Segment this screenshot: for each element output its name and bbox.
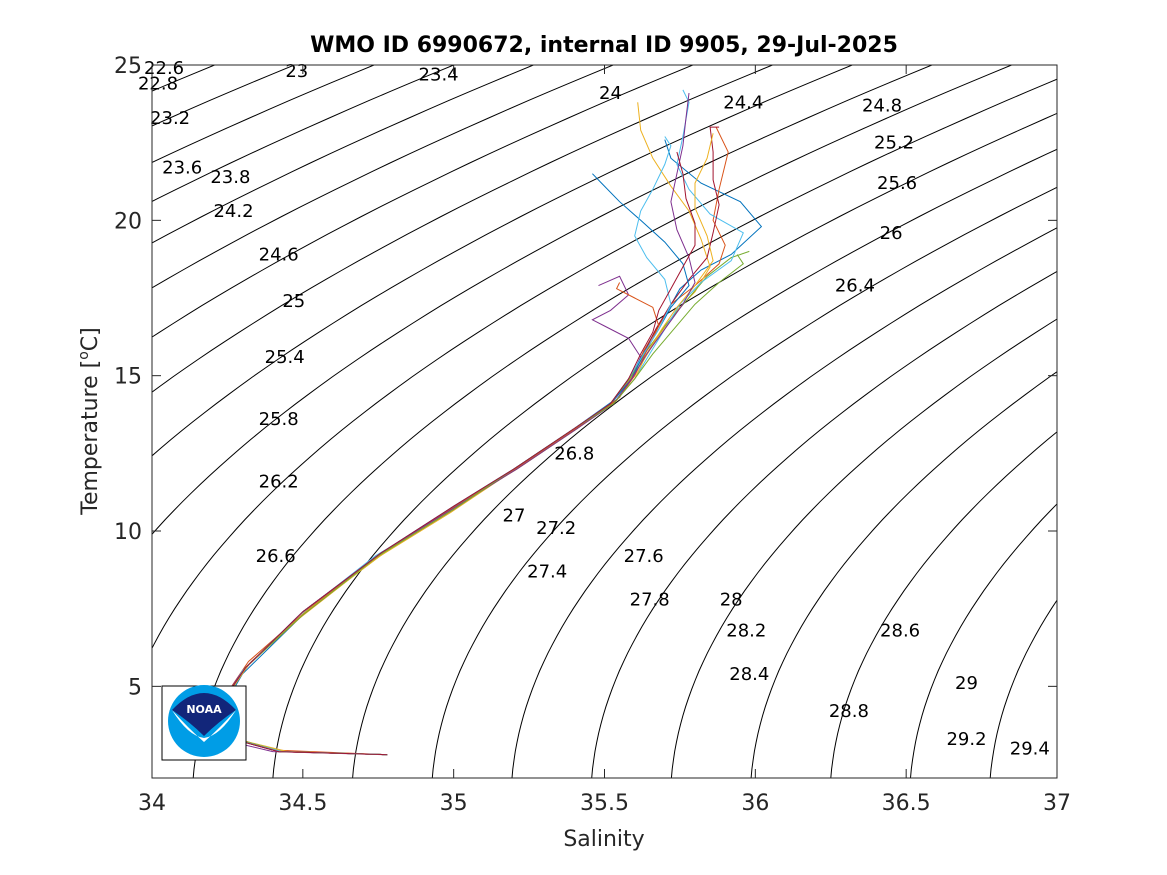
y-tick-label: 25: [114, 54, 142, 79]
density-contour-label: 28.2: [726, 620, 766, 641]
density-contour-line: [511, 227, 1057, 778]
density-contour-label: 29: [955, 673, 978, 694]
chart-title: WMO ID 6990672, internal ID 9905, 29-Jul…: [310, 33, 898, 58]
density-contour-label: 26: [880, 223, 903, 244]
profile-line: [220, 151, 696, 756]
density-contour-line: [152, 65, 454, 202]
density-contour-label: 28.4: [729, 664, 769, 685]
x-axis-label: Salinity: [563, 827, 644, 852]
profile-line: [217, 126, 729, 756]
density-contour-label: 25.4: [265, 347, 305, 368]
density-contour-label: 23.6: [162, 158, 202, 179]
density-contour-label: 23.4: [419, 64, 459, 85]
y-tick-label: 10: [114, 520, 142, 545]
profile-line: [217, 126, 720, 756]
profile-line: [220, 89, 744, 756]
density-contour-label: 26.4: [835, 276, 875, 297]
profile-line: [223, 133, 714, 756]
density-contour-line: [431, 186, 1057, 778]
x-tick-label: 36: [741, 791, 769, 816]
density-contour-label: 28.8: [829, 701, 869, 722]
y-tick-label: 5: [128, 675, 142, 700]
y-axis-ticks: 5 10 15 20 25: [114, 54, 1057, 700]
x-tick-label: 34.5: [278, 791, 327, 816]
density-contour-label: 26.6: [256, 546, 296, 567]
density-contour-line: [272, 112, 1057, 778]
density-contour-label: 24.6: [259, 245, 299, 266]
density-contour-line: [152, 65, 1012, 650]
density-contour-label: 22.8: [138, 74, 178, 95]
density-contour-line: [152, 65, 933, 535]
density-contour-line: [0, 65, 55, 778]
density-contour-label: 24: [599, 83, 622, 104]
x-tick-label: 34: [138, 791, 166, 816]
density-contour-label: 24.2: [213, 201, 253, 222]
density-contour-line: [910, 503, 1057, 778]
density-contour-line: [1070, 65, 1167, 778]
density-contour-label: 28: [720, 589, 743, 610]
density-contour-label: 29.2: [946, 729, 986, 750]
density-contour-label: 29.4: [1010, 739, 1050, 760]
density-contour-label: 23: [285, 61, 308, 82]
density-contour-label: 27.4: [527, 561, 567, 582]
density-contour-line: [152, 65, 853, 457]
density-contour-label: 27.6: [624, 546, 664, 567]
density-contour-line: [152, 65, 693, 338]
density-contour-line: [750, 371, 1057, 778]
x-tick-label: 35: [440, 791, 468, 816]
y-tick-label: 20: [114, 209, 142, 234]
density-contour-label: 25.2: [874, 133, 914, 154]
density-contour-label: 25.8: [259, 409, 299, 430]
density-contour-line: [152, 65, 614, 289]
noaa-logo-text: NOAA: [186, 703, 222, 716]
y-axis-label: Temperature [oC]: [76, 327, 103, 515]
density-contour-line: [352, 148, 1057, 778]
density-contour-line: [989, 599, 1057, 778]
profile-line: [220, 136, 672, 756]
density-contour-labels: 22.622.8 23 23.2 23.4 23.6 23.8 24 24.2 24.4 24.6…: [138, 58, 1050, 759]
density-contour-label: 22.6: [144, 58, 184, 79]
density-contour-label: 23.8: [210, 167, 250, 188]
noaa-logo: NOAA: [161, 685, 247, 761]
density-contour-label: 26.2: [259, 471, 299, 492]
density-contours: [0, 65, 1167, 778]
density-contour-line: [0, 65, 135, 778]
profile-series: [217, 89, 763, 756]
x-tick-label: 35.5: [580, 791, 629, 816]
density-contour-line: [830, 431, 1057, 778]
density-contour-label: 27.8: [630, 589, 670, 610]
density-contour-line: [152, 65, 534, 244]
density-contour-label: 23.2: [150, 108, 190, 129]
density-contour-line: [192, 78, 1057, 778]
density-contour-label: 27: [503, 506, 526, 527]
y-axis-label-base: Temperature [: [78, 360, 103, 516]
y-axis-label-degree: o: [76, 351, 92, 360]
density-contour-label: 25.6: [877, 173, 917, 194]
y-tick-label: 15: [114, 365, 142, 390]
density-contour-label: 25: [282, 291, 305, 312]
density-contour-label: 27.2: [536, 518, 576, 539]
noaa-logo-bird-shape: [172, 693, 236, 736]
y-axis-label-unit: C]: [78, 327, 103, 351]
x-axis-ticks: 34 34.5 35 35.5 36 36.5 37: [138, 65, 1071, 816]
density-contour-line: [591, 270, 1057, 778]
x-tick-label: 37: [1043, 791, 1071, 816]
density-contour-label: 24.4: [723, 92, 763, 113]
density-contour-label: 26.8: [554, 443, 594, 464]
density-contour-label: 28.6: [880, 620, 920, 641]
density-contour-line: [152, 65, 773, 393]
density-contour-line: [670, 318, 1057, 778]
density-contour-label: 24.8: [862, 95, 902, 116]
x-tick-label: 36.5: [882, 791, 931, 816]
